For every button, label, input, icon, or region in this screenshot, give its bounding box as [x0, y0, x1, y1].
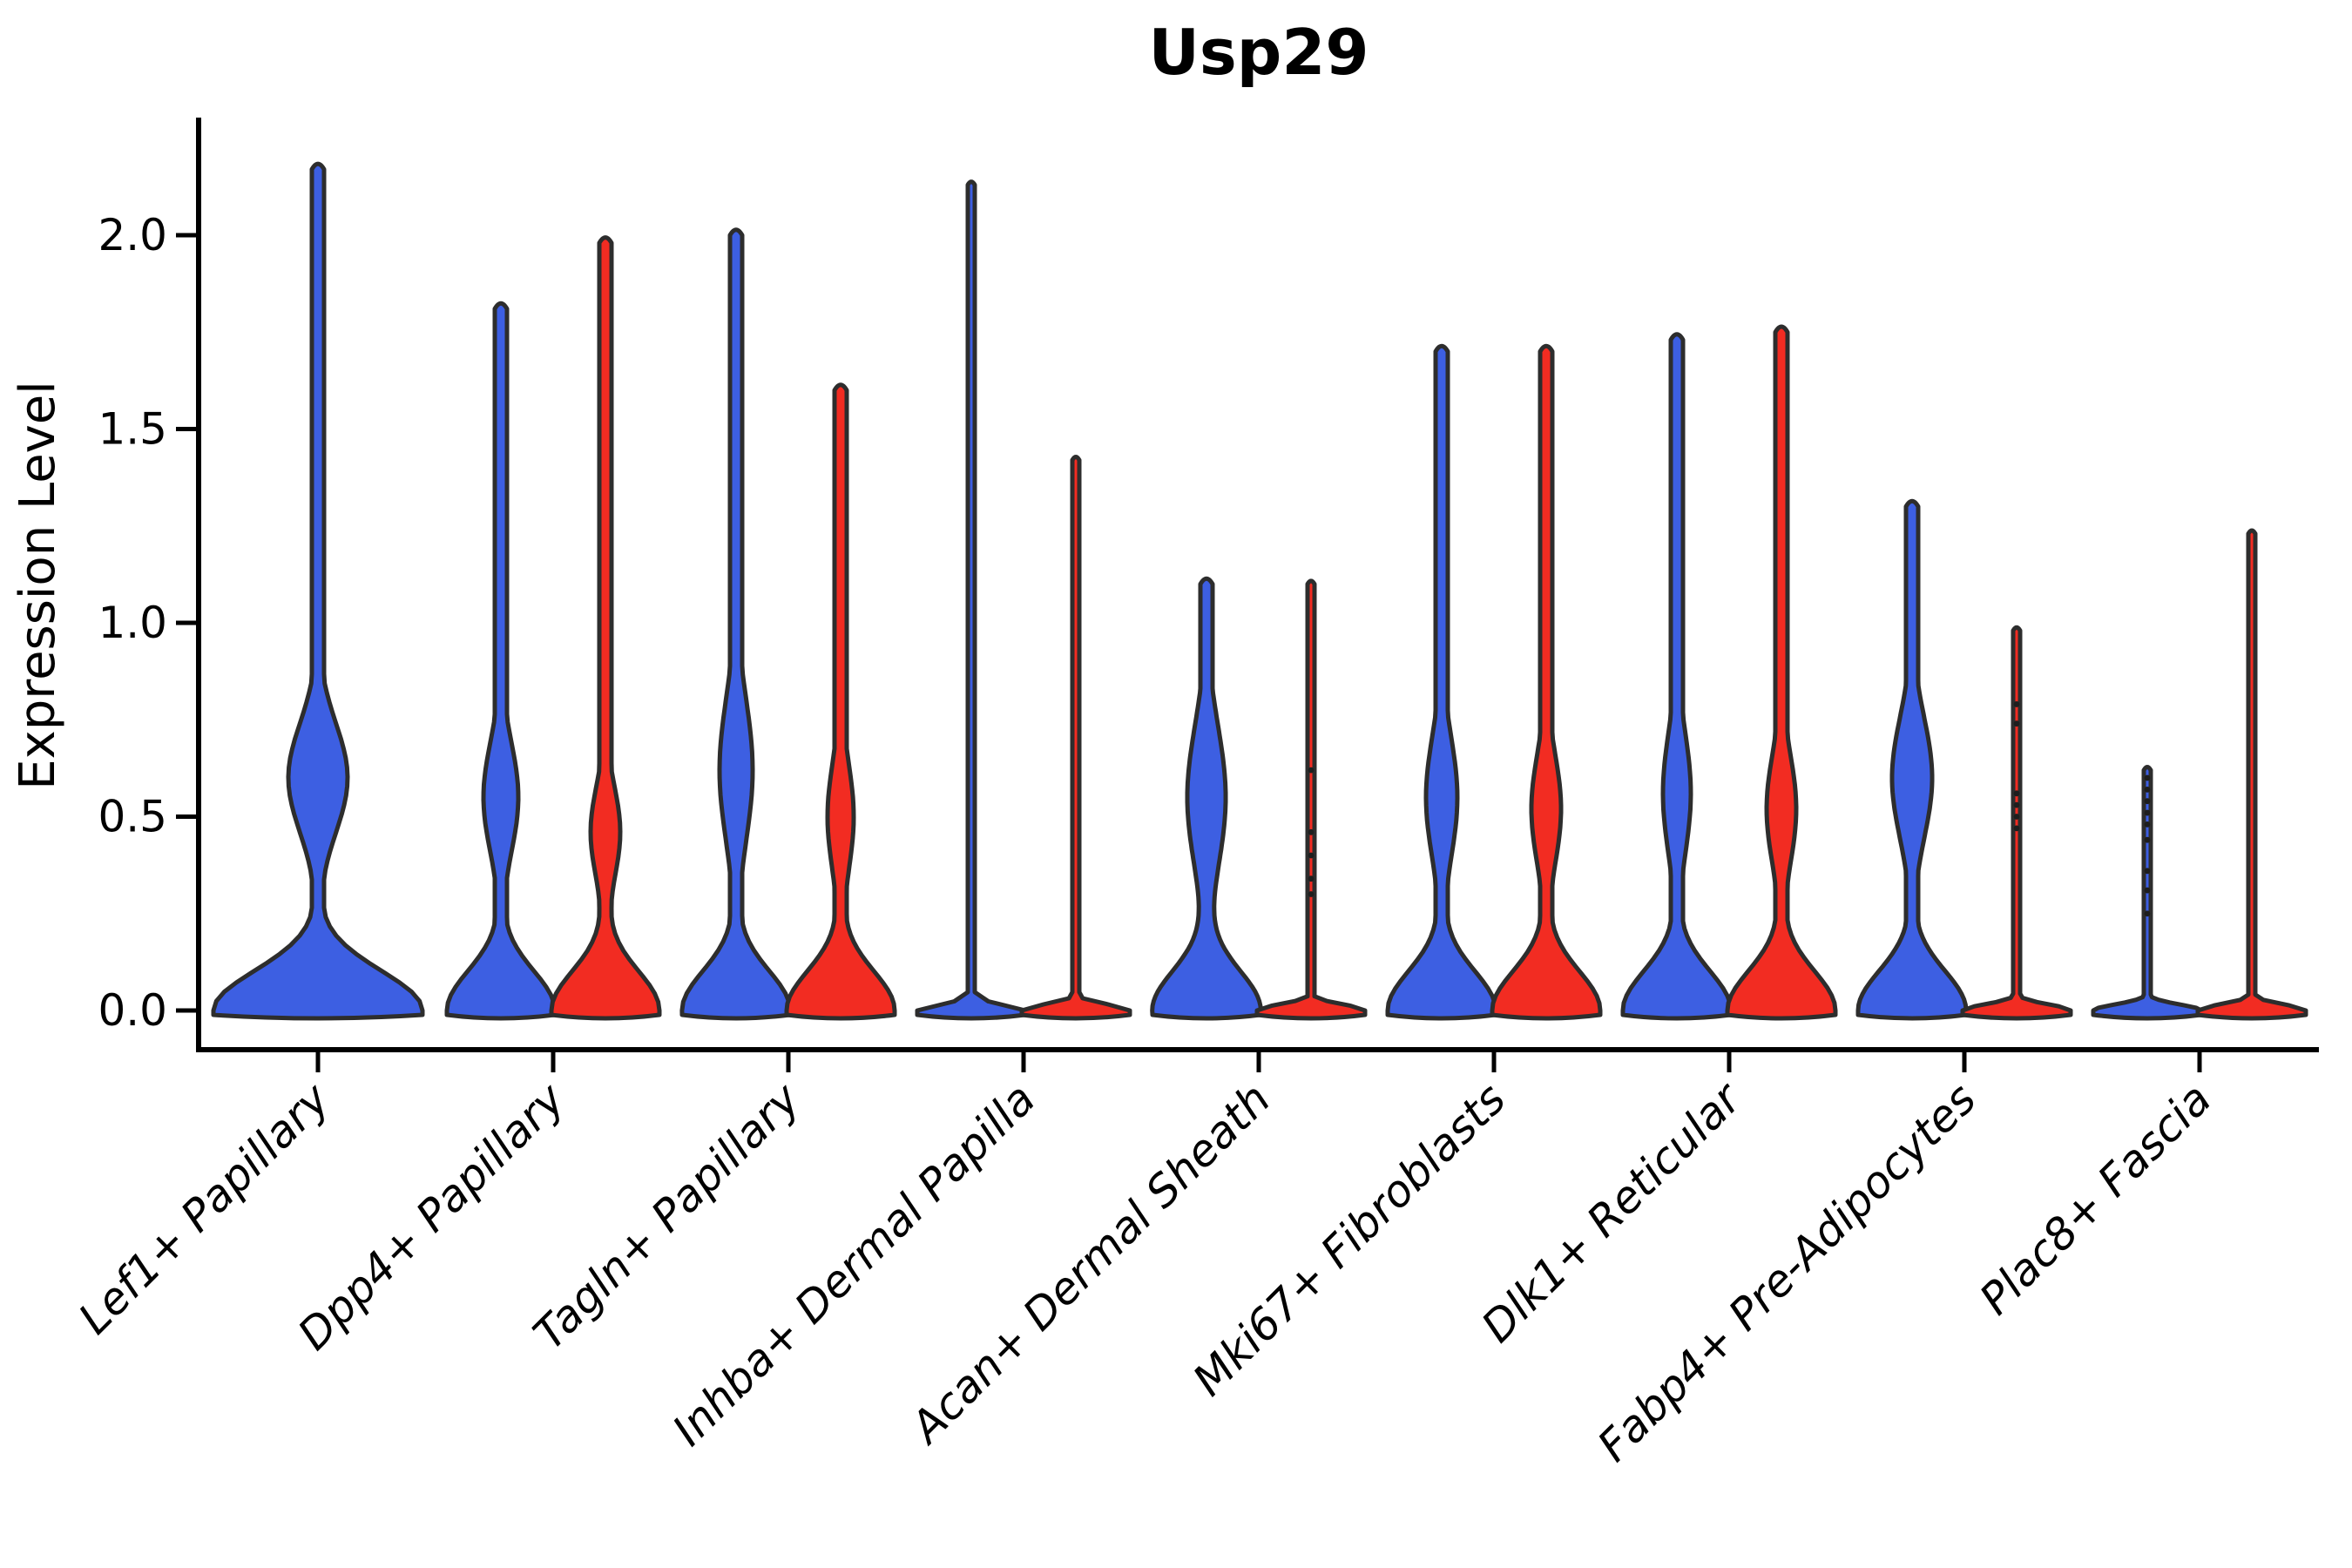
violin-blue [1385, 343, 1498, 1021]
chart-title: Usp29 [1148, 16, 1369, 89]
x-tick-label: Lef1+ Papillary [69, 1072, 340, 1343]
jitter-dot [2013, 701, 2020, 707]
violin-red [549, 235, 662, 1021]
jitter-dot [2144, 868, 2151, 875]
y-tick-label: 1.5 [98, 404, 167, 455]
x-tick-label: Plac8+ Fascia [1970, 1073, 2221, 1324]
jitter-dot [2144, 821, 2151, 828]
x-tick-label: Fabp4+ Pre-Adipocytes [1588, 1073, 1986, 1471]
violin-blue [679, 227, 793, 1021]
y-axis-label: Expression Level [10, 381, 66, 790]
y-tick-label: 0.5 [98, 792, 167, 842]
violin-red [784, 382, 897, 1021]
x-tick-label: Dlk1+ Reticular [1472, 1071, 1753, 1352]
jitter-dot [1308, 891, 1315, 897]
jitter-dot [1308, 767, 1315, 774]
violin-blue [1620, 332, 1734, 1021]
jitter-dot [2144, 836, 2151, 843]
jitter-dot [1308, 875, 1315, 882]
jitter-dot [2144, 786, 2151, 793]
jitter-dot [1308, 852, 1315, 859]
jitter-dot [2013, 825, 2020, 832]
violin-blue [211, 161, 425, 1021]
jitter-dot [2144, 798, 2151, 805]
violin-blue [1150, 576, 1263, 1021]
jitter-dot [2144, 809, 2151, 816]
violin-red [1019, 455, 1132, 1021]
violin-red [1960, 625, 2073, 1021]
jitter-dot [2013, 720, 2020, 727]
jitter-dot [1308, 828, 1315, 835]
jitter-dot [2013, 790, 2020, 797]
jitter-dot [2013, 801, 2020, 808]
violin-blue [915, 179, 1028, 1021]
jitter-dot [2144, 887, 2151, 894]
jitter-dot [2144, 910, 2151, 917]
violin-blue [1855, 498, 1969, 1021]
y-tick-label: 1.0 [98, 598, 167, 648]
jitter-dot [2144, 774, 2151, 781]
violin-blue [444, 301, 558, 1021]
violin-red [2195, 528, 2308, 1021]
violin-red [1490, 343, 1603, 1021]
y-tick-label: 2.0 [98, 210, 167, 260]
violin-red [1725, 324, 1838, 1021]
jitter-dot [2013, 814, 2020, 820]
y-tick-label: 0.0 [98, 985, 167, 1036]
violin-red [1254, 578, 1368, 1021]
